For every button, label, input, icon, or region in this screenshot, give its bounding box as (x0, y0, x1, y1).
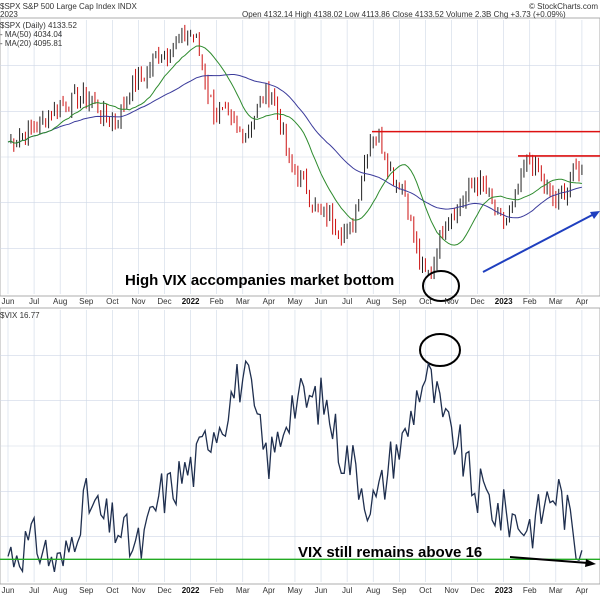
price-x-tick: May (287, 297, 302, 306)
vix-x-tick: 2022 (182, 586, 200, 595)
price-x-tick: Sep (79, 297, 94, 306)
vix-x-tick: Apr (263, 586, 276, 595)
price-x-tick: 2023 (495, 297, 513, 306)
vix-x-tick: 2023 (495, 586, 513, 595)
price-x-tick: Aug (53, 297, 67, 306)
price-x-tick: Jun (315, 297, 328, 306)
price-x-axis: Jun Jul Aug Sep Oct Nov Dec 2022 Feb Mar Apr May Jun… (2, 297, 589, 306)
ma20-line (7, 45, 582, 246)
bottom-circle (422, 270, 460, 302)
vix-x-tick: Jul (29, 586, 39, 595)
vix-x-tick: Jul (342, 586, 352, 595)
vix-x-tick: Nov (131, 586, 145, 595)
vix-x-tick: Apr (576, 586, 589, 595)
legend-ma20: - MA(20) 4095.81 (0, 39, 63, 48)
vix-x-tick: Feb (210, 586, 224, 595)
price-x-tick: Dec (157, 297, 171, 306)
price-x-tick: Feb (210, 297, 224, 306)
vix-arrowhead (585, 559, 596, 567)
ohlc-line: Open 4132.14 High 4138.02 Low 4113.86 Cl… (242, 10, 566, 19)
vix-x-tick: Jun (315, 586, 328, 595)
watermark: © StockCharts.com (529, 2, 598, 11)
vix-x-tick: Dec (470, 586, 484, 595)
uptrend-arrowhead (590, 211, 600, 219)
price-x-tick: Jun (2, 297, 15, 306)
symbol-line: $SPX S&P 500 Large Cap Index INDX (0, 2, 137, 11)
price-x-tick: Mar (549, 297, 563, 306)
vix-x-tick: Feb (523, 586, 537, 595)
price-x-tick: 2022 (182, 297, 200, 306)
vix-arrow (509, 556, 589, 564)
price-x-tick: Sep (392, 297, 407, 306)
ma50-line (7, 74, 583, 219)
vix-peak-circle (419, 333, 461, 367)
vix-x-axis: Jun Jul Aug Sep Oct Nov Dec 2022 Feb Mar Apr May Jun… (2, 586, 589, 595)
price-x-tick: Oct (106, 297, 119, 306)
vix-x-tick: Sep (392, 586, 407, 595)
price-x-tick: Nov (131, 297, 145, 306)
price-x-tick: Oct (419, 297, 432, 306)
vix-x-tick: Oct (106, 586, 119, 595)
price-grid (0, 20, 600, 294)
annotation-vix-above: VIX still remains above 16 (298, 544, 482, 561)
vix-line (7, 359, 583, 574)
legend-price: $SPX (Daily) 4133.52 (0, 21, 77, 30)
vix-x-tick: Sep (79, 586, 94, 595)
vix-x-tick: Mar (549, 586, 563, 595)
vix-x-tick: Nov (444, 586, 458, 595)
vix-label: $VIX 16.77 (0, 311, 40, 320)
vix-x-tick: Oct (419, 586, 432, 595)
vix-x-tick: May (287, 586, 302, 595)
vix-x-tick: Aug (53, 586, 67, 595)
price-x-tick: Jul (342, 297, 352, 306)
vix-x-tick: Mar (236, 586, 250, 595)
vix-x-tick: Aug (366, 586, 380, 595)
price-x-tick: Mar (236, 297, 250, 306)
annotation-market-bottom: High VIX accompanies market bottom (125, 272, 394, 289)
vix-x-tick: Jun (2, 586, 15, 595)
price-x-tick: Nov (444, 297, 458, 306)
price-x-tick: Jul (29, 297, 39, 306)
price-panel-frame (0, 17, 600, 297)
uptrend-arrow (482, 212, 597, 273)
price-x-tick: Aug (366, 297, 380, 306)
legend-ma50: - MA(50) 4034.04 (0, 30, 63, 39)
price-x-tick: Apr (263, 297, 276, 306)
vix-x-tick: Dec (157, 586, 171, 595)
price-x-tick: Dec (470, 297, 484, 306)
price-x-tick: Apr (576, 297, 589, 306)
date-line: 2023 (0, 10, 18, 19)
vix-grid (0, 310, 600, 582)
price-x-tick: Feb (523, 297, 537, 306)
vix-panel-frame (0, 307, 600, 585)
